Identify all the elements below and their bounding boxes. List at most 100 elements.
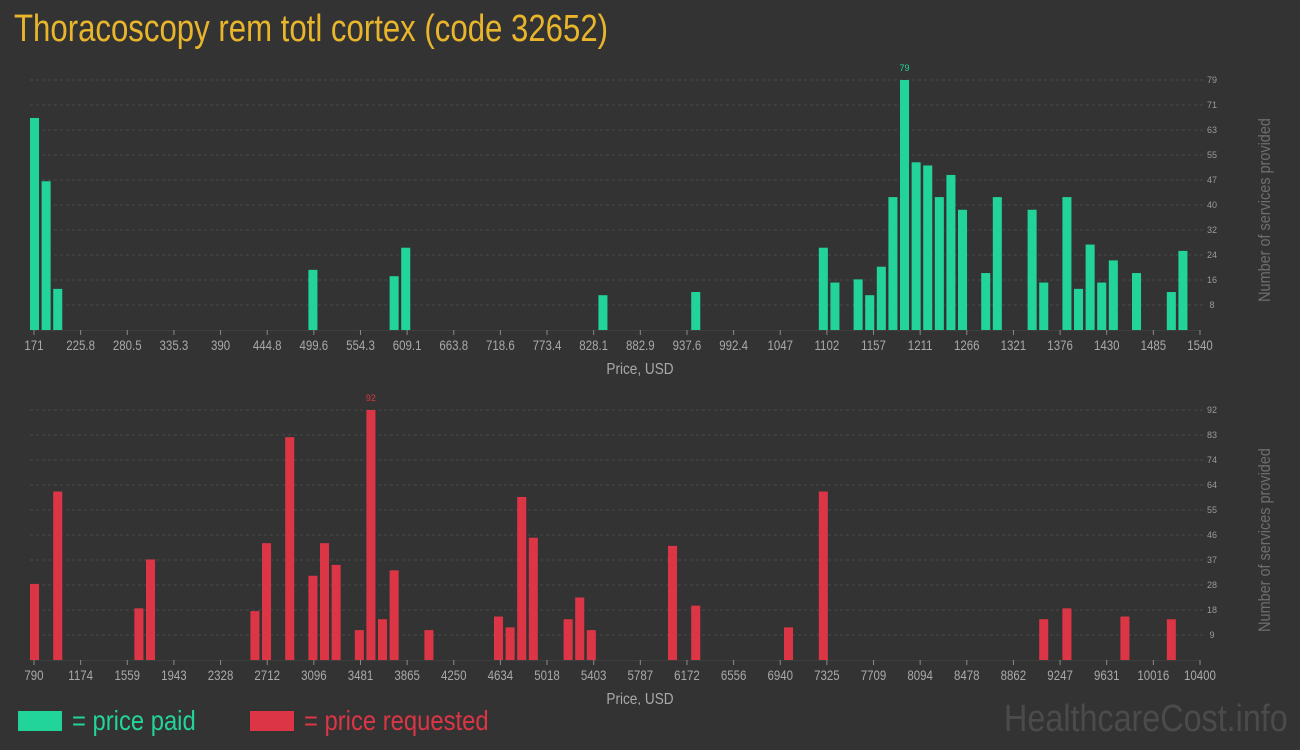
- x-tick-label: 609.1: [393, 337, 422, 353]
- legend-swatch-requested: [250, 711, 294, 731]
- bar: [331, 564, 341, 660]
- bar: [1097, 282, 1107, 330]
- x-axis-title: Price, USD: [606, 691, 673, 705]
- bar: [668, 545, 678, 660]
- x-tick-label: 5787: [628, 667, 654, 683]
- x-tick-label: 335.3: [160, 337, 189, 353]
- bar: [250, 611, 260, 660]
- x-tick-label: 882.9: [626, 337, 655, 353]
- x-tick-label: 1102: [815, 337, 840, 353]
- x-tick-label: 5018: [534, 667, 560, 683]
- bar: [389, 276, 399, 330]
- x-tick-label: 937.6: [673, 337, 702, 353]
- x-tick-label: 1321: [1001, 337, 1027, 353]
- x-tick-label: 718.6: [486, 337, 515, 353]
- x-tick-label: 171: [24, 337, 43, 353]
- x-tick-label: 10400: [1184, 667, 1216, 683]
- y-axis-title: Number of services provided: [1256, 448, 1274, 632]
- x-tick-label: 773.4: [533, 337, 562, 353]
- bar: [308, 575, 318, 660]
- bar: [1166, 292, 1176, 330]
- bar: [691, 605, 701, 660]
- x-tick-label: 828.1: [579, 337, 608, 353]
- legend-price-paid: = price paid: [18, 704, 218, 738]
- legend-label-paid: = price paid: [72, 705, 196, 736]
- bar: [30, 583, 40, 660]
- x-tick-label: 280.5: [113, 337, 142, 353]
- x-tick-label: 444.8: [253, 337, 282, 353]
- x-tick-label: 554.3: [346, 337, 375, 353]
- legend-price-requested: = price requested: [250, 704, 521, 738]
- x-tick-label: 225.8: [66, 337, 95, 353]
- y-tick-label: 83: [1207, 430, 1217, 440]
- bar: [262, 543, 272, 660]
- bar: [830, 282, 840, 330]
- bar: [308, 269, 318, 330]
- y-tick-label: 16: [1207, 275, 1217, 285]
- y-tick-label: 24: [1207, 250, 1217, 260]
- x-tick-label: 5403: [581, 667, 607, 683]
- y-tick-label: 71: [1207, 100, 1217, 110]
- x-tick-label: 1047: [767, 337, 793, 353]
- bar: [366, 410, 376, 660]
- bar: [53, 491, 63, 660]
- bar: [958, 209, 968, 330]
- bar: [992, 197, 1002, 330]
- bar: [30, 117, 40, 330]
- bar: [41, 181, 51, 330]
- price-requested-chart: 9 18 28 37 46 55 64 74 83 92 92 790 1174 1559 1943 2328…: [24, 393, 1274, 705]
- bar: [401, 247, 411, 330]
- x-tick-label: 1540: [1187, 337, 1213, 353]
- y-tick-label: 32: [1207, 225, 1217, 235]
- x-tick-label: 790: [24, 667, 43, 683]
- x-tick-label: 1174: [68, 667, 93, 683]
- bar: [494, 616, 504, 660]
- y-tick-label: 28: [1207, 580, 1217, 590]
- y-tick-label: 55: [1207, 505, 1217, 515]
- bar: [784, 627, 794, 660]
- x-tick-label: 1485: [1141, 337, 1167, 353]
- x-tick-label: 2712: [254, 667, 280, 683]
- y-tick-label: 18: [1207, 605, 1217, 615]
- x-tick-label: 8862: [1001, 667, 1027, 683]
- x-tick-label: 663.8: [439, 337, 468, 353]
- bar: [818, 247, 828, 330]
- x-tick-label: 4634: [488, 667, 514, 683]
- x-tick-label: 7709: [861, 667, 887, 683]
- x-tick-label: 9631: [1094, 667, 1120, 683]
- y-tick-label: 64: [1207, 480, 1217, 490]
- bar: [1062, 197, 1072, 330]
- bar: [354, 630, 364, 660]
- bar: [1074, 288, 1084, 330]
- bar: [528, 537, 538, 660]
- bar: [505, 627, 515, 660]
- x-axis-title: Price, USD: [606, 361, 673, 378]
- y-tick-label: 92: [1207, 405, 1217, 415]
- bar: [876, 266, 886, 330]
- bar: [563, 619, 573, 660]
- bar: [1027, 209, 1037, 330]
- bar: [586, 630, 596, 660]
- bar: [853, 279, 863, 330]
- legend-label-requested: = price requested: [304, 705, 489, 736]
- bar: [134, 608, 144, 660]
- x-tick-label: 3865: [394, 667, 420, 683]
- x-tick-label: 2328: [208, 667, 234, 683]
- x-tick-label: 1266: [954, 337, 980, 353]
- legend-swatch-paid: [18, 711, 62, 731]
- bar: [946, 174, 956, 330]
- bar: [818, 491, 828, 660]
- x-tick-label: 4250: [441, 667, 467, 683]
- y-tick-label: 37: [1207, 555, 1217, 565]
- bar: [1132, 273, 1142, 330]
- bar: [1178, 250, 1188, 330]
- bar: [598, 295, 608, 330]
- x-tick-label: 3481: [348, 667, 374, 683]
- bar: [320, 543, 330, 660]
- x-tick-label: 6172: [674, 667, 700, 683]
- bar: [691, 292, 701, 330]
- x-tick-label: 6940: [767, 667, 793, 683]
- bar: [1166, 619, 1176, 660]
- y-tick-label: 74: [1207, 455, 1217, 465]
- bar: [517, 496, 527, 660]
